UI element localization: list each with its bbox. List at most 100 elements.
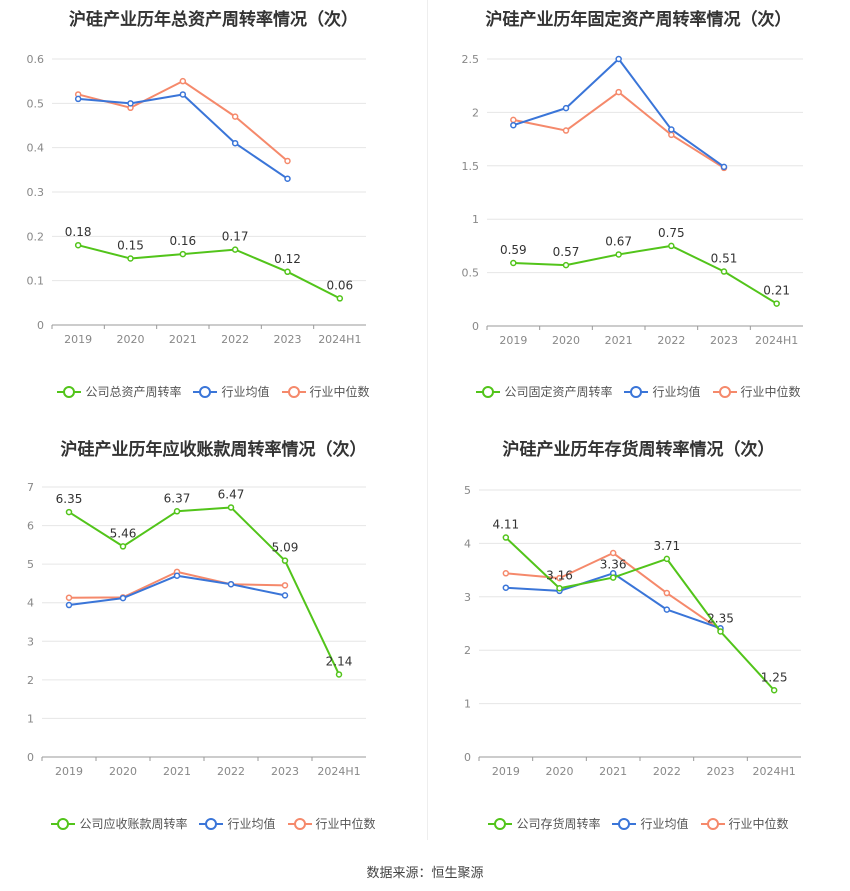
data-point-avg[interactable] xyxy=(502,584,510,591)
y-tick-label: 1 xyxy=(472,213,479,226)
data-point-median[interactable] xyxy=(502,570,510,577)
data-point-avg[interactable] xyxy=(173,572,181,579)
data-point-company[interactable] xyxy=(231,246,239,253)
data-label: 3.16 xyxy=(546,568,573,582)
data-point-company[interactable] xyxy=(119,543,127,550)
data-point-avg[interactable] xyxy=(615,55,622,63)
data-point-avg[interactable] xyxy=(231,139,239,147)
x-tick-label: 2021 xyxy=(605,334,633,347)
data-point-median[interactable] xyxy=(562,127,570,134)
data-point-avg[interactable] xyxy=(281,592,289,599)
chart-title: 沪硅产业历年存货周转率情况（次） xyxy=(502,440,775,460)
legend-marker-icon xyxy=(57,385,82,398)
data-point-avg[interactable] xyxy=(284,175,291,182)
data-point-company[interactable] xyxy=(65,508,73,516)
data-point-company[interactable] xyxy=(770,687,778,694)
data-point-avg[interactable] xyxy=(65,601,73,609)
data-point-company[interactable] xyxy=(717,628,724,635)
data-point-median[interactable] xyxy=(615,88,622,96)
data-point-company[interactable] xyxy=(74,241,82,249)
legend-item-avg[interactable]: 行业均值 xyxy=(199,815,276,832)
y-tick-label: 0.5 xyxy=(27,97,45,110)
data-point-avg[interactable] xyxy=(227,580,235,588)
series-line-company xyxy=(77,244,341,300)
y-tick-label: 5 xyxy=(27,558,34,571)
data-point-avg[interactable] xyxy=(720,163,728,171)
data-point-company[interactable] xyxy=(720,268,728,275)
data-point-company[interactable] xyxy=(173,508,181,515)
data-point-avg[interactable] xyxy=(74,95,82,103)
data-point-median[interactable] xyxy=(510,116,517,124)
legend-item-avg[interactable]: 行业均值 xyxy=(612,815,689,832)
legend-item-company[interactable]: 公司应收账款周转率 xyxy=(51,815,187,832)
data-point-median[interactable] xyxy=(556,574,563,582)
x-tick-label: 2020 xyxy=(117,333,145,346)
legend-label: 公司总资产周转率 xyxy=(85,385,182,399)
data-point-median[interactable] xyxy=(65,594,73,601)
y-tick-label: 0 xyxy=(37,319,44,332)
data-point-company[interactable] xyxy=(773,300,780,307)
y-tick-label: 7 xyxy=(27,481,34,494)
data-point-median[interactable] xyxy=(668,131,675,139)
legend-item-company[interactable]: 公司总资产周转率 xyxy=(57,383,181,400)
data-point-avg[interactable] xyxy=(179,91,187,98)
legend-item-company[interactable]: 公司存货周转率 xyxy=(488,815,600,832)
chart-title: 沪硅产业历年应收账款周转率情况（次） xyxy=(60,440,367,460)
legend-item-avg[interactable]: 行业均值 xyxy=(193,383,270,400)
data-point-company[interactable] xyxy=(615,251,622,258)
data-point-company[interactable] xyxy=(609,574,617,581)
data-point-avg[interactable] xyxy=(127,100,134,107)
legend-item-median[interactable]: 行业中位数 xyxy=(287,815,376,832)
data-point-company[interactable] xyxy=(336,295,344,302)
data-point-median[interactable] xyxy=(284,157,291,165)
data-point-company[interactable] xyxy=(556,585,563,592)
legend-item-company[interactable]: 公司固定资产周转率 xyxy=(476,383,612,400)
chart-plot: 0 1 2 3 4 5 6 7 2019 2020 2021 2022 2023 2024H1 6.35 5.… xyxy=(27,481,366,778)
x-tick-label: 2023 xyxy=(710,334,738,347)
data-point-median[interactable] xyxy=(179,77,187,85)
data-point-company[interactable] xyxy=(663,555,671,563)
data-point-median[interactable] xyxy=(609,549,617,557)
series-line-avg xyxy=(68,574,286,607)
y-tick-label: 4 xyxy=(464,537,471,550)
legend-item-median[interactable]: 行业中位数 xyxy=(281,383,370,400)
data-point-company[interactable] xyxy=(335,671,343,678)
data-label: 0.67 xyxy=(605,234,632,248)
data-point-avg[interactable] xyxy=(510,121,517,129)
legend-label: 公司存货周转率 xyxy=(516,817,601,831)
data-point-company[interactable] xyxy=(281,557,289,564)
data-point-company[interactable] xyxy=(227,504,235,511)
data-point-company[interactable] xyxy=(510,259,517,267)
x-tick-label: 2022 xyxy=(221,333,249,346)
data-label: 6.37 xyxy=(164,491,191,505)
x-tick-label: 2019 xyxy=(64,333,92,346)
y-tick-label: 4 xyxy=(27,597,34,610)
data-label: 5.46 xyxy=(110,526,137,540)
data-point-company[interactable] xyxy=(127,255,134,262)
data-point-company[interactable] xyxy=(179,250,187,258)
data-point-company[interactable] xyxy=(284,268,291,276)
legend-item-median[interactable]: 行业中位数 xyxy=(712,383,801,400)
data-point-company[interactable] xyxy=(502,534,510,541)
legend-item-median[interactable]: 行业中位数 xyxy=(700,815,789,832)
legend-label: 行业中位数 xyxy=(740,385,801,399)
data-point-company[interactable] xyxy=(668,242,675,250)
data-point-avg[interactable] xyxy=(668,126,675,133)
data-point-avg[interactable] xyxy=(562,104,570,112)
legend-label: 公司固定资产周转率 xyxy=(504,385,613,399)
y-tick-label: 0.3 xyxy=(27,186,45,199)
data-point-median[interactable] xyxy=(231,113,239,120)
data-point-median[interactable] xyxy=(663,589,671,597)
y-tick-label: 2 xyxy=(27,674,34,687)
data-label: 2.14 xyxy=(326,654,353,668)
legend-marker-icon xyxy=(712,385,737,398)
data-point-company[interactable] xyxy=(562,261,570,269)
data-point-avg[interactable] xyxy=(119,594,127,602)
data-point-median[interactable] xyxy=(281,582,289,589)
legend-label: 行业中位数 xyxy=(728,817,789,831)
data-label: 0.59 xyxy=(500,243,527,257)
legend-label: 行业中位数 xyxy=(309,385,370,399)
legend-item-avg[interactable]: 行业均值 xyxy=(624,383,701,400)
data-point-avg[interactable] xyxy=(663,606,671,613)
